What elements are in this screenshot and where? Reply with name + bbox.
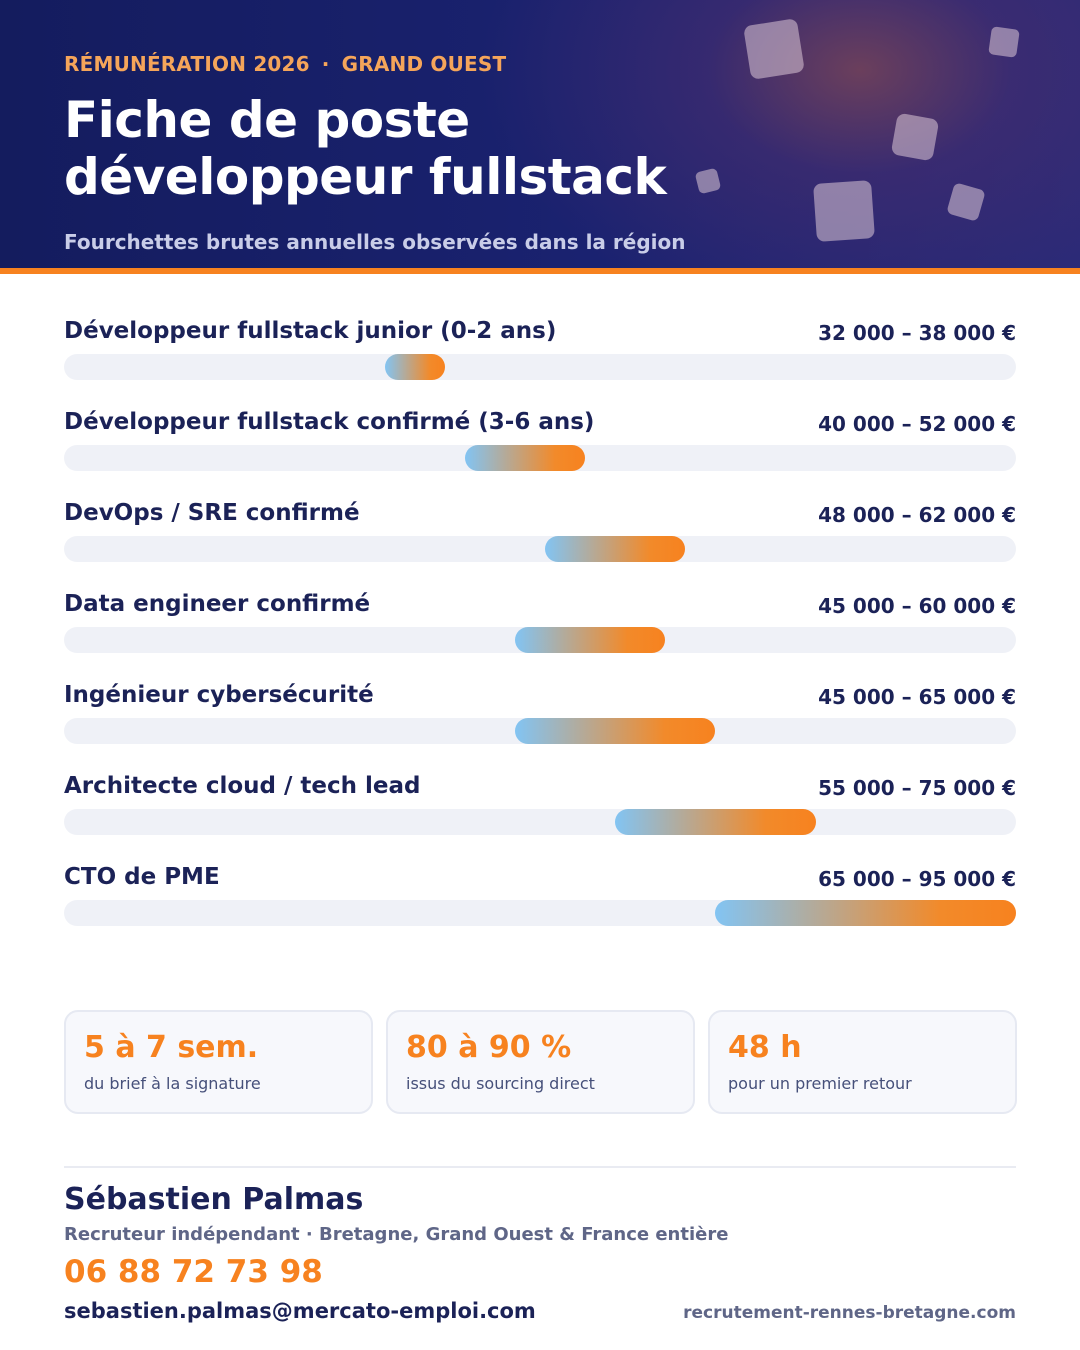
range-bar bbox=[464, 445, 586, 471]
range-track bbox=[64, 900, 1016, 926]
title-line-2: développeur fullstack bbox=[64, 148, 667, 206]
stat-label: issus du sourcing direct bbox=[406, 1074, 595, 1093]
contact-tagline: Recruteur indépendant · Bretagne, Grand … bbox=[64, 1224, 729, 1245]
category-label: DevOps / SRE confirmé bbox=[64, 500, 360, 526]
stat-value: 80 à 90 % bbox=[406, 1030, 572, 1065]
category-label: CTO de PME bbox=[64, 864, 220, 890]
header-accent-line bbox=[0, 268, 1080, 274]
range-bar bbox=[545, 536, 686, 562]
category-label: Développeur fullstack junior (0-2 ans) bbox=[64, 318, 557, 344]
range-track bbox=[64, 627, 1016, 653]
contact-email[interactable]: sebastien.palmas@mercato-emploi.com bbox=[64, 1299, 536, 1323]
range-label: 48 000 – 62 000 € bbox=[818, 503, 1016, 527]
stat-card: 48 h pour un premier retour bbox=[708, 1010, 1017, 1114]
contact-phone[interactable]: 06 88 72 73 98 bbox=[64, 1254, 323, 1290]
chart-row: Data engineer confirmé 45 000 – 60 000 € bbox=[64, 591, 1016, 661]
stat-label: du brief à la signature bbox=[84, 1074, 261, 1093]
category-label: Développeur fullstack confirmé (3-6 ans) bbox=[64, 409, 595, 435]
chart-row: Développeur fullstack confirmé (3-6 ans)… bbox=[64, 409, 1016, 479]
range-label: 65 000 – 95 000 € bbox=[818, 867, 1016, 891]
decor-square-icon bbox=[813, 180, 875, 242]
stat-value: 48 h bbox=[728, 1030, 802, 1065]
category-label: Architecte cloud / tech lead bbox=[64, 773, 421, 799]
range-label: 32 000 – 38 000 € bbox=[818, 321, 1016, 345]
range-track bbox=[64, 445, 1016, 471]
range-track bbox=[64, 809, 1016, 835]
stat-value: 5 à 7 sem. bbox=[84, 1030, 259, 1065]
stat-card: 5 à 7 sem. du brief à la signature bbox=[64, 1010, 373, 1114]
kicker: RÉMUNÉRATION 2026 · GRAND OUEST bbox=[64, 52, 506, 76]
decor-square-icon bbox=[743, 18, 805, 80]
range-label: 45 000 – 60 000 € bbox=[818, 594, 1016, 618]
chart-row: Ingénieur cybersécurité 45 000 – 65 000 € bbox=[64, 682, 1016, 752]
range-bar bbox=[715, 900, 1016, 926]
title-line-1: Fiche de poste bbox=[64, 91, 470, 149]
range-label: 55 000 – 75 000 € bbox=[818, 776, 1016, 800]
chart-row: Développeur fullstack junior (0-2 ans) 32… bbox=[64, 318, 1016, 388]
range-bar bbox=[514, 718, 716, 744]
contact-website[interactable]: recrutement-rennes-bretagne.com bbox=[683, 1303, 1016, 1323]
footer-divider bbox=[64, 1166, 1016, 1168]
decor-square-icon bbox=[988, 26, 1020, 58]
stat-card: 80 à 90 % issus du sourcing direct bbox=[386, 1010, 695, 1114]
range-label: 45 000 – 65 000 € bbox=[818, 685, 1016, 709]
range-bar bbox=[615, 809, 816, 835]
decor-square-icon bbox=[694, 167, 722, 195]
decor-square-icon bbox=[946, 182, 986, 222]
range-track bbox=[64, 536, 1016, 562]
range-bar bbox=[514, 627, 666, 653]
stats-row: 5 à 7 sem. du brief à la signature 80 à … bbox=[64, 1010, 1017, 1114]
chart-row: CTO de PME 65 000 – 95 000 € bbox=[64, 864, 1016, 934]
range-track bbox=[64, 718, 1016, 744]
range-label: 40 000 – 52 000 € bbox=[818, 412, 1016, 436]
kicker-left: RÉMUNÉRATION 2026 bbox=[64, 52, 310, 76]
header-banner: RÉMUNÉRATION 2026 · GRAND OUEST Fiche de p… bbox=[0, 0, 1080, 268]
range-bar bbox=[384, 354, 445, 380]
kicker-separator: · bbox=[321, 52, 330, 76]
category-label: Ingénieur cybersécurité bbox=[64, 682, 374, 708]
contact-name: Sébastien Palmas bbox=[64, 1182, 364, 1217]
chart-row: Architecte cloud / tech lead 55 000 – 75 … bbox=[64, 773, 1016, 843]
stat-label: pour un premier retour bbox=[728, 1074, 912, 1093]
kicker-right: GRAND OUEST bbox=[341, 52, 507, 76]
decor-square-icon bbox=[890, 112, 940, 162]
category-label: Data engineer confirmé bbox=[64, 591, 371, 617]
page-subtitle: Fourchettes brutes annuelles observées d… bbox=[64, 230, 686, 254]
range-track bbox=[64, 354, 1016, 380]
page-title: Fiche de poste développeur fullstack bbox=[64, 91, 667, 206]
chart-row: DevOps / SRE confirmé 48 000 – 62 000 € bbox=[64, 500, 1016, 570]
